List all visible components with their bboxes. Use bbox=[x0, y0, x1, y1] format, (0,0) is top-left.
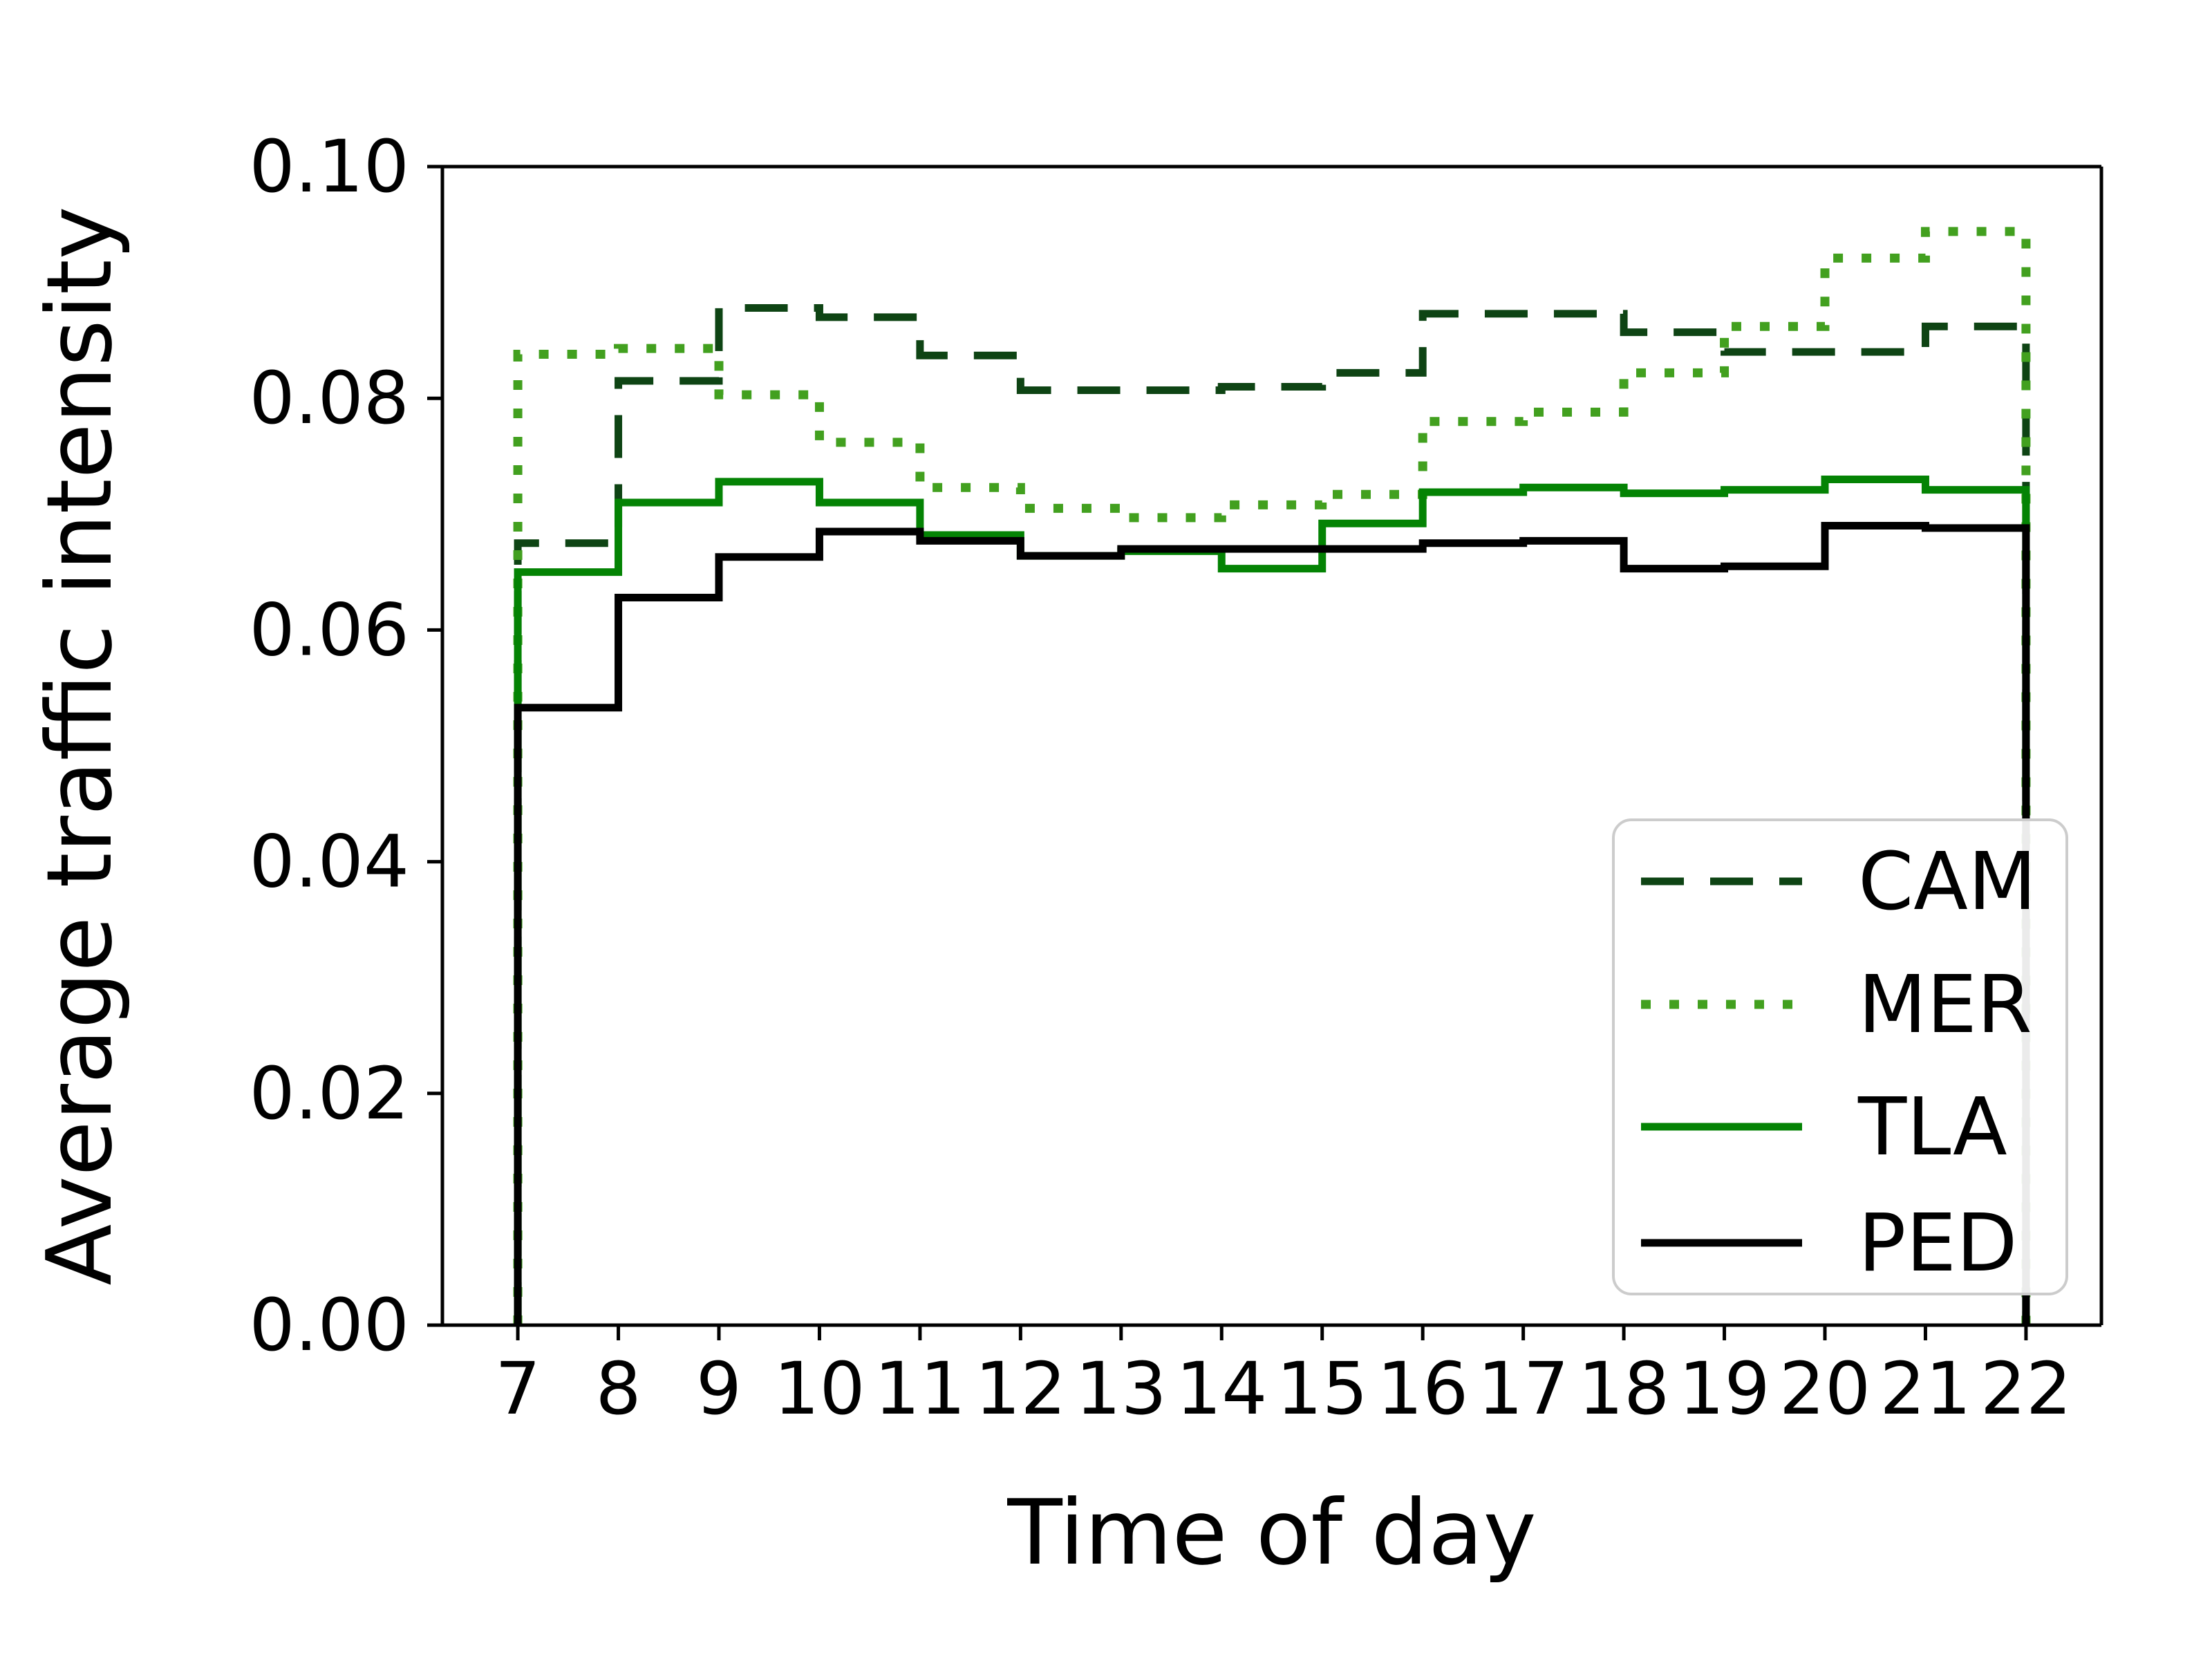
x-tick-label-20: 20 bbox=[1779, 1347, 1871, 1431]
x-tick-label-19: 19 bbox=[1678, 1347, 1770, 1431]
y-tick-label-0.06: 0.06 bbox=[249, 588, 409, 672]
x-tick-label-16: 16 bbox=[1377, 1347, 1468, 1431]
x-tick-label-21: 21 bbox=[1880, 1347, 1971, 1431]
x-tick-label-11: 11 bbox=[874, 1347, 966, 1431]
legend-box bbox=[1612, 818, 2068, 1295]
legend-label-mer: MER bbox=[1858, 959, 2032, 1051]
y-axis-label: Average traffic intensity bbox=[27, 206, 132, 1285]
legend-label-ped: PED bbox=[1858, 1197, 2018, 1290]
x-tick-label-13: 13 bbox=[1076, 1347, 1167, 1431]
x-tick-label-9: 9 bbox=[696, 1347, 742, 1431]
legend-label-cam: CAM bbox=[1858, 836, 2036, 928]
x-tick-label-15: 15 bbox=[1277, 1347, 1368, 1431]
legend-label-tla: TLA bbox=[1857, 1081, 2007, 1174]
x-tick-label-18: 18 bbox=[1578, 1347, 1669, 1431]
x-tick-label-7: 7 bbox=[495, 1347, 541, 1431]
y-tick-label-0.02: 0.02 bbox=[249, 1051, 409, 1136]
x-tick-label-12: 12 bbox=[975, 1347, 1066, 1431]
series-lines bbox=[513, 227, 2031, 1325]
legend: CAM MER TLA PED bbox=[1612, 818, 2068, 1295]
y-tick-label-0.04: 0.04 bbox=[249, 820, 409, 904]
x-tick-label-14: 14 bbox=[1176, 1347, 1267, 1431]
y-tick-label-0.10: 0.10 bbox=[249, 124, 409, 209]
series-line-cam bbox=[514, 303, 2030, 1325]
series-line-ped bbox=[514, 522, 2030, 1325]
x-tick-label-22: 22 bbox=[1980, 1347, 2072, 1431]
x-tick-label-10: 10 bbox=[774, 1347, 865, 1431]
x-axis-label: Time of day bbox=[1006, 1480, 1536, 1585]
x-tick-label-17: 17 bbox=[1477, 1347, 1568, 1431]
x-tick-label-8: 8 bbox=[595, 1347, 641, 1431]
y-tick-label-0.00: 0.00 bbox=[249, 1283, 409, 1367]
y-tick-label-0.08: 0.08 bbox=[249, 356, 409, 440]
axis-ticks: 7 8 9 10 11 12 13 14 15 16 17 18 19 20 21 22 0.00 0.02 0.0… bbox=[249, 124, 2072, 1431]
series-line-tla bbox=[514, 476, 2030, 1325]
